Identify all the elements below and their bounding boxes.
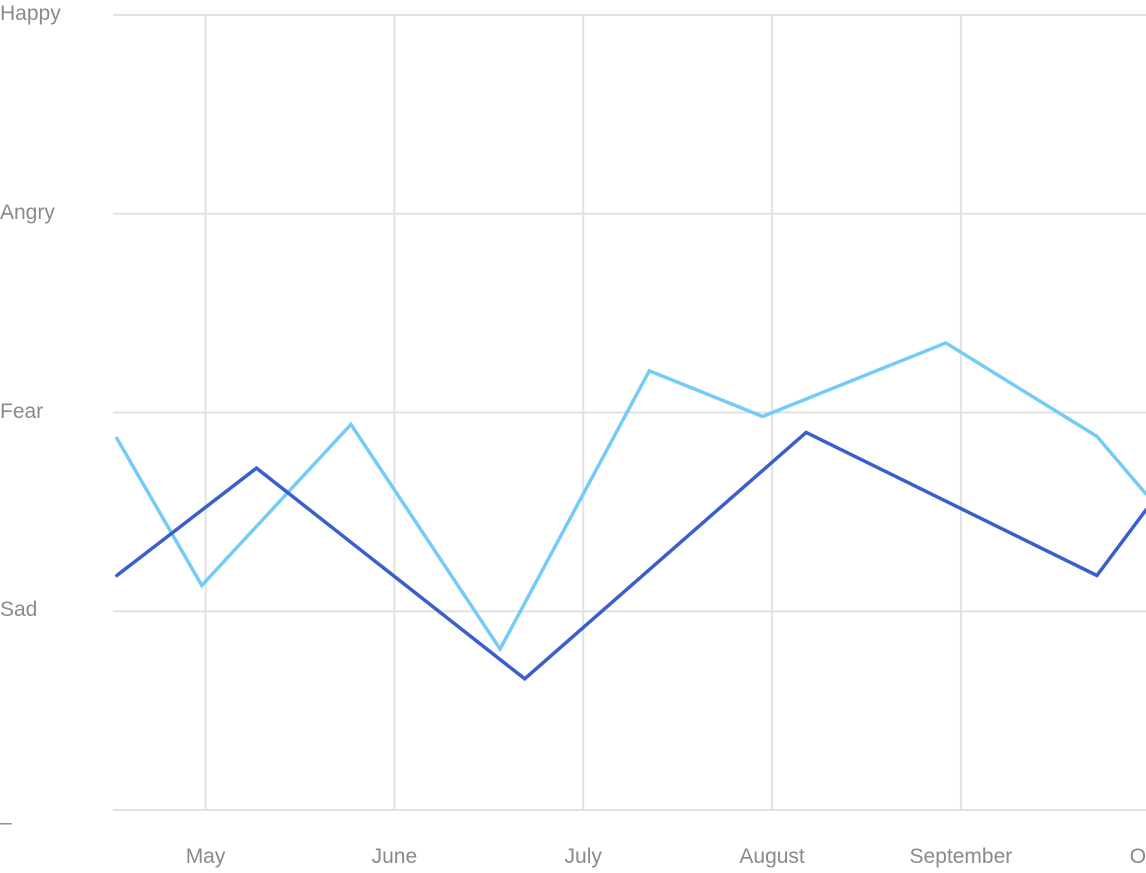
y-tick-bottom: –	[0, 811, 12, 834]
x-tick-september: September	[909, 845, 1013, 868]
x-tick-august: August	[739, 845, 805, 868]
series-lines	[115, 340, 1146, 682]
grid	[113, 14, 1146, 811]
x-tick-oct: Oct	[1129, 845, 1146, 868]
series-line-2	[115, 430, 1146, 682]
y-tick-happy: Happy	[0, 2, 61, 25]
x-tick-june: June	[371, 845, 418, 868]
y-tick-sad: Sad	[0, 598, 38, 622]
y-tick-fear: Fear	[0, 399, 44, 423]
series-line-1	[115, 340, 1146, 653]
x-tick-july: July	[564, 845, 602, 868]
x-tick-may: May	[185, 845, 226, 868]
y-tick-angry: Angry	[0, 200, 55, 224]
